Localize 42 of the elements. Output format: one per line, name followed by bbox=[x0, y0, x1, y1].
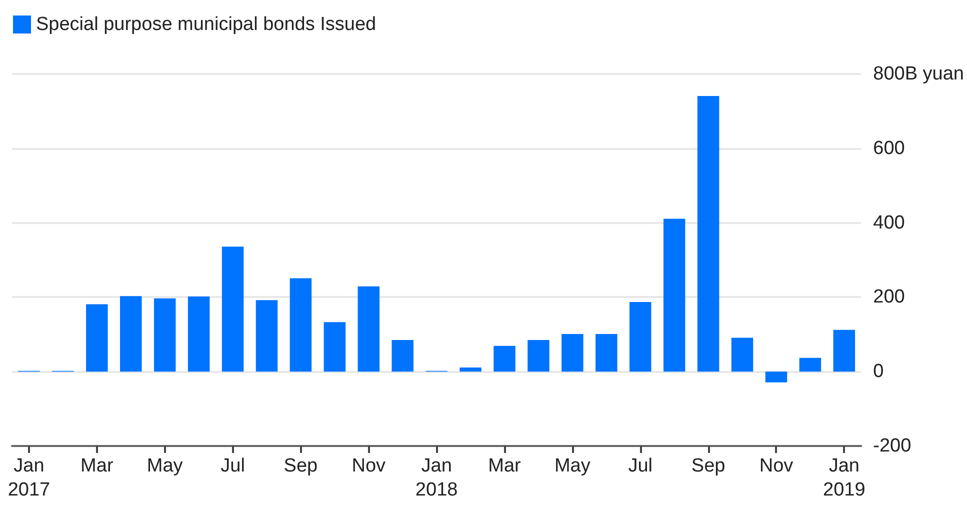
bar bbox=[697, 96, 720, 372]
x-tick-label: Nov bbox=[759, 456, 794, 476]
x-tick-label: Nov bbox=[352, 456, 386, 476]
x-tick-label: Jan 2019 bbox=[823, 456, 866, 500]
x-tick-label: May bbox=[146, 456, 184, 476]
x-tick-label: Mar bbox=[80, 456, 114, 476]
legend-label: Special purpose municipal bonds Issued bbox=[36, 14, 376, 35]
y-tick-label: 400 bbox=[873, 212, 905, 234]
bar bbox=[833, 330, 856, 372]
y-tick-label: 200 bbox=[873, 286, 905, 308]
bar bbox=[630, 302, 652, 372]
bar bbox=[222, 246, 244, 372]
x-tick-label: Jan 2018 bbox=[415, 456, 458, 500]
bar bbox=[290, 278, 312, 372]
x-tick-label: Jul bbox=[220, 456, 245, 476]
bar bbox=[663, 218, 686, 372]
bar bbox=[256, 300, 278, 372]
bar bbox=[765, 372, 788, 382]
x-tick-label: May bbox=[554, 456, 591, 476]
bar bbox=[188, 296, 210, 372]
x-tick-label: Jan 2017 bbox=[8, 456, 50, 500]
bar bbox=[324, 322, 346, 372]
bar bbox=[460, 368, 482, 372]
bar bbox=[731, 338, 754, 372]
x-tick-label: Sep bbox=[691, 456, 726, 476]
y-tick-label: -200 bbox=[873, 436, 912, 456]
x-tick-label: Sep bbox=[284, 456, 318, 476]
y-tick-label: 0 bbox=[873, 361, 884, 382]
bar bbox=[494, 346, 516, 372]
bar bbox=[358, 286, 380, 372]
bar bbox=[392, 340, 414, 372]
y-tick-label: 600 bbox=[873, 138, 905, 159]
x-tick-label: Mar bbox=[488, 456, 522, 476]
y-tick-label: 800B yuan bbox=[873, 64, 964, 84]
bar bbox=[799, 358, 822, 372]
bar bbox=[596, 334, 618, 372]
bar bbox=[120, 296, 142, 372]
bar bbox=[86, 304, 108, 372]
bar bbox=[528, 340, 550, 372]
bar bbox=[154, 298, 176, 372]
bar bbox=[562, 334, 584, 372]
x-tick-label: Jul bbox=[628, 456, 653, 476]
